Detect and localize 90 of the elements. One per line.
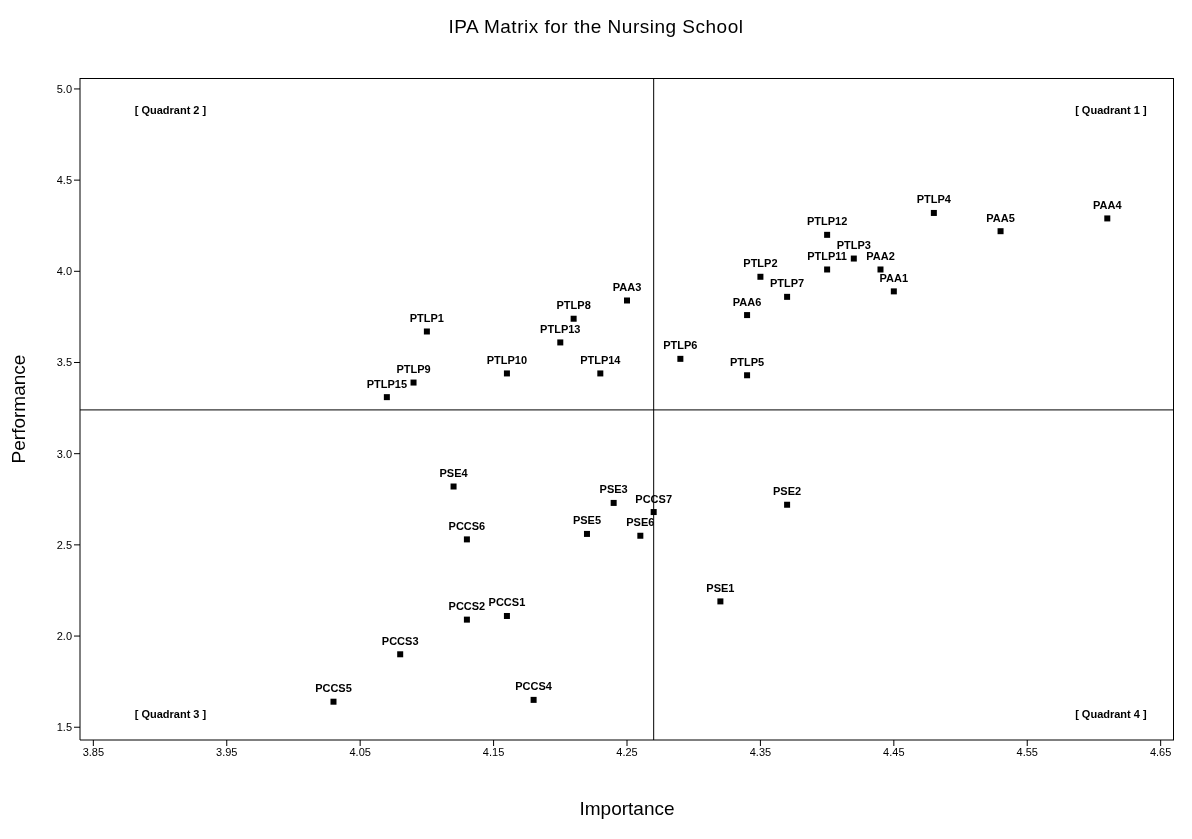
y-tick-label: 2.5 [56,538,72,551]
data-label: PTLP14 [580,353,622,366]
data-label: PTLP6 [663,339,698,352]
data-label: PTLP7 [769,277,805,290]
y-tick-label: 4.0 [56,265,72,278]
x-tick-label: 4.35 [749,745,772,758]
point [530,696,537,703]
point [677,355,684,362]
data-label: PCCS3 [381,634,419,647]
data-label: PTLP12 [806,215,848,228]
data-label: PSE5 [572,514,602,527]
x-tick-label: 4.15 [482,745,505,758]
data-label: PTLP13 [540,322,581,335]
data-label: PCCS1 [488,596,526,609]
point [410,379,417,386]
point [463,616,470,623]
point [784,293,791,300]
chart-title: IPA Matrix for the Nursing School [447,16,745,38]
data-label: PSE1 [706,581,735,594]
data-label: PAA3 [612,280,642,293]
point [610,499,617,506]
point [463,536,470,543]
data-label: PTLP5 [729,355,765,368]
x-tick-label: 4.25 [616,745,638,758]
data-label: PTLP9 [396,363,431,376]
point [570,315,577,322]
x-axis-title: Importance [579,798,675,819]
data-label: PTLP4 [916,193,952,206]
point [877,266,884,273]
data-label: PTLP3 [836,239,871,252]
data-label: PCCS4 [515,680,553,693]
data-label: PTLP2 [743,257,778,270]
data-label: PSE3 [599,483,628,496]
data-label: PTLP1 [409,311,444,324]
data-label: PTLP8 [556,299,591,312]
point [503,612,510,619]
x-tick-label: 4.45 [883,745,905,758]
data-label: PTLP15 [366,377,408,390]
point [637,532,644,539]
point [503,370,510,377]
data-label: PTLP11 [807,249,847,262]
data-label: PAA1 [879,271,909,284]
point [650,509,657,516]
y-tick-label: 1.5 [56,721,72,734]
point [757,273,764,280]
point [850,255,857,262]
point [423,328,430,335]
x-tick-label: 4.55 [1016,745,1038,758]
data-label: PSE4 [439,466,469,479]
point [717,598,724,605]
point [744,372,751,379]
y-tick-label: 3.0 [56,447,72,460]
point [744,312,751,319]
point [824,231,831,238]
x-tick-label: 3.85 [82,745,105,758]
y-axis-title: Performance [7,354,29,464]
data-label: PSE2 [773,485,802,498]
point [450,483,457,490]
point [890,288,897,295]
data-label: PCCS5 [315,682,352,695]
y-tick-label: 3.5 [56,356,72,369]
annotation: [ Quadrant 4 ] [1075,708,1147,721]
point [397,651,404,658]
data-label: PTLP10 [486,353,528,366]
data-label: PCCS2 [448,600,486,613]
point [557,339,564,346]
point [597,370,604,377]
point [383,394,390,401]
point [624,297,630,304]
y-tick-label: 4.5 [56,174,72,187]
point [784,501,791,508]
annotation: [ Quadrant 2 ] [134,104,207,117]
point [930,209,937,216]
data-label: PCCS6 [448,519,486,532]
x-tick-label: 4.65 [1149,745,1172,758]
data-label: PAA4 [1093,198,1123,211]
y-tick-label: 5.0 [56,82,72,95]
x-tick-label: 4.05 [349,745,371,758]
point [824,266,831,273]
point [997,228,1004,235]
data-label: PAA2 [866,249,895,262]
point [583,530,590,537]
x-tick-label: 3.95 [216,745,238,758]
annotation: [ Quadrant 1 ] [1075,104,1147,117]
point [330,698,337,705]
data-label: PAA5 [986,211,1015,224]
annotation: [ Quadrant 3 ] [134,708,207,721]
y-tick-label: 2.0 [56,629,72,642]
data-label: PAA6 [732,295,762,308]
point [1104,215,1111,222]
